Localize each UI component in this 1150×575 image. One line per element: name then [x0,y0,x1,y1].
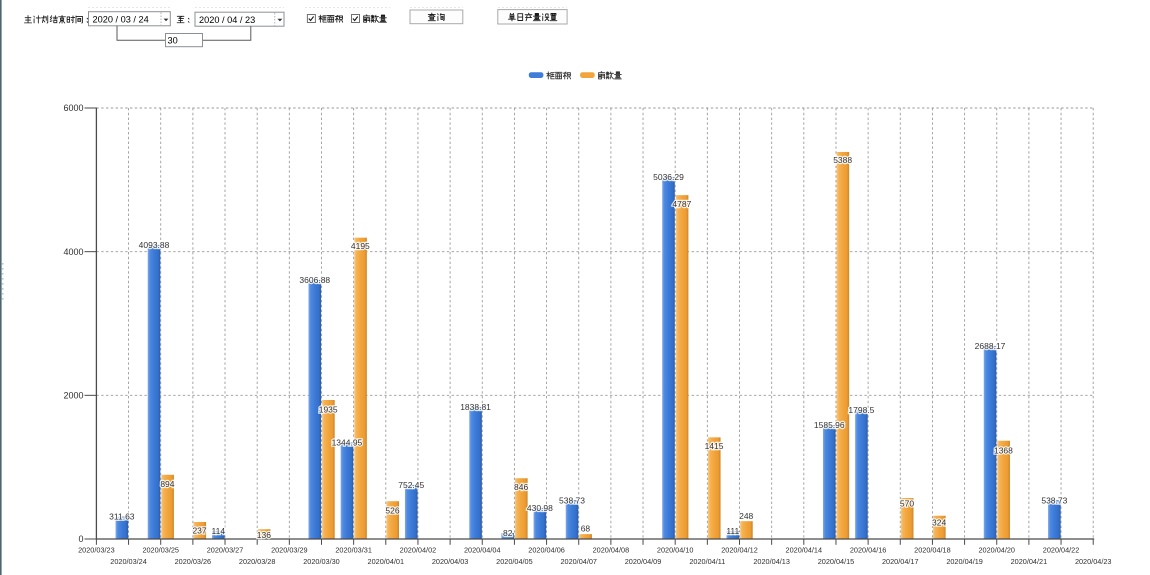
svg-text:2020/04/21: 2020/04/21 [1011,557,1048,566]
svg-text:324: 324 [932,517,946,527]
svg-text:2020/03/27: 2020/03/27 [207,545,244,554]
svg-text:2020/03/26: 2020/03/26 [175,557,212,566]
svg-text:2020/03/29: 2020/03/29 [271,545,308,554]
svg-text:2020/04/15: 2020/04/15 [818,557,855,566]
svg-text:248: 248 [739,511,753,521]
svg-text:2020/04/10: 2020/04/10 [657,545,694,554]
svg-text:2020/04/18: 2020/04/18 [914,545,951,554]
svg-text:2020/04/12: 2020/04/12 [721,545,758,554]
svg-text:538.73: 538.73 [559,495,585,505]
svg-text:0: 0 [78,534,83,544]
svg-text:1935: 1935 [319,405,338,415]
svg-text:894: 894 [160,479,174,489]
svg-text:2020/04/17: 2020/04/17 [882,557,919,566]
svg-text:111: 111 [726,526,739,536]
svg-text:2020/04/07: 2020/04/07 [560,557,597,566]
svg-text:2020/04/22: 2020/04/22 [1043,545,1080,554]
svg-text:4787: 4787 [672,199,691,209]
svg-text:2020/03/30: 2020/03/30 [303,557,340,566]
svg-text:2020/03/23: 2020/03/23 [78,545,115,554]
svg-text:82: 82 [503,528,513,538]
svg-text:752.45: 752.45 [398,480,424,490]
svg-text:526: 526 [385,505,399,515]
svg-text:136: 136 [257,530,271,540]
svg-text:2020/03/25: 2020/03/25 [142,545,179,554]
svg-text:1838.81: 1838.81 [460,402,491,412]
svg-text:430.98: 430.98 [527,503,553,513]
svg-text:2020 / 03 / 24: 2020 / 03 / 24 [93,15,149,25]
svg-text:2020/04/11: 2020/04/11 [689,557,725,566]
svg-text:1368: 1368 [994,446,1013,456]
svg-text:2020/04/04: 2020/04/04 [464,545,501,554]
svg-text:2020/03/31: 2020/03/31 [335,545,372,554]
svg-text:2020/04/16: 2020/04/16 [850,545,887,554]
svg-text:237: 237 [192,525,206,535]
svg-text:4000: 4000 [63,247,83,257]
svg-text:2688.17: 2688.17 [975,341,1006,351]
svg-text:2020/04/13: 2020/04/13 [753,557,790,566]
svg-text:4093.88: 4093.88 [139,240,170,250]
svg-text:5388: 5388 [833,155,852,165]
svg-text:2020/04/02: 2020/04/02 [400,545,437,554]
svg-text:4195: 4195 [351,241,370,251]
svg-text:2020/03/28: 2020/03/28 [239,557,276,566]
svg-text:2020 / 04 / 23: 2020 / 04 / 23 [199,15,255,25]
svg-text:2020/04/09: 2020/04/09 [625,557,662,566]
svg-text:1798.5: 1798.5 [848,405,874,415]
svg-text:1585.96: 1585.96 [814,420,845,430]
svg-text:311.63: 311.63 [109,512,135,522]
svg-text:2020/04/23: 2020/04/23 [1075,557,1112,566]
svg-text:846: 846 [514,482,528,492]
svg-text:6000: 6000 [63,103,83,113]
svg-text:2020/03/24: 2020/03/24 [110,557,147,566]
svg-text:3606.88: 3606.88 [299,275,330,285]
svg-text:2020/04/01: 2020/04/01 [368,557,405,566]
svg-text:30: 30 [168,35,178,45]
svg-text:2020/04/05: 2020/04/05 [496,557,533,566]
svg-text:2020/04/14: 2020/04/14 [786,545,823,554]
svg-text:570: 570 [900,499,914,509]
svg-text:68: 68 [581,524,591,534]
svg-text:5036.29: 5036.29 [653,172,684,182]
svg-text:2020/04/06: 2020/04/06 [528,545,565,554]
svg-text:538.73: 538.73 [1041,495,1067,505]
svg-text:1344.95: 1344.95 [332,437,363,447]
svg-text:114: 114 [212,526,226,536]
svg-text:2020/04/20: 2020/04/20 [978,545,1015,554]
svg-text:2020/04/19: 2020/04/19 [946,557,983,566]
svg-text:1415: 1415 [705,441,724,451]
svg-text:2020/04/08: 2020/04/08 [593,545,630,554]
svg-text:2020/04/03: 2020/04/03 [432,557,469,566]
svg-text:2000: 2000 [63,391,83,401]
